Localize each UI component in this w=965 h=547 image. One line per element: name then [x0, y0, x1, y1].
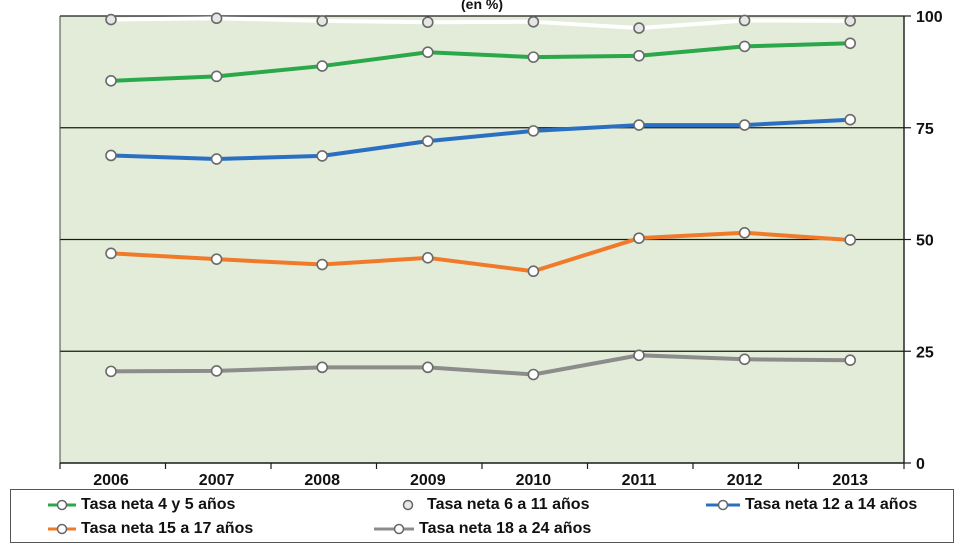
data-point-s2-2006 [105, 149, 117, 162]
legend-item-6-11: Tasa neta 6 a 11 años [393, 493, 589, 517]
data-point-s2-2012 [738, 119, 751, 131]
data-point-s0-2008 [316, 60, 329, 72]
x-tick-label-2007: 2007 [199, 472, 235, 489]
series-line-1 [109, 16, 853, 31]
data-point-s1-2006 [105, 13, 117, 26]
data-point-s0-2010 [527, 51, 540, 63]
data-point-s3-2010 [527, 265, 540, 278]
data-point-s2-2013 [844, 113, 857, 126]
series-line-4 [109, 353, 853, 377]
x-tick-label-2009: 2009 [410, 472, 446, 489]
legend-label-4-5: Tasa neta 4 y 5 años [81, 496, 236, 513]
data-point-s1-2007 [210, 12, 223, 25]
series-line-2 [109, 117, 853, 162]
legend-item-18-24: Tasa neta 18 a 24 años [373, 517, 591, 541]
x-tick-label-2012: 2012 [727, 472, 763, 489]
data-point-s4-2006 [105, 365, 117, 378]
data-point-s4-2008 [316, 361, 329, 374]
data-point-s4-2013 [844, 354, 857, 366]
data-point-s1-2012 [738, 14, 751, 27]
x-tick-label-2008: 2008 [304, 472, 340, 489]
legend-swatch-6-11 [402, 499, 414, 511]
data-point-s3-2008 [316, 258, 329, 271]
series-line-0 [109, 41, 853, 83]
data-point-s2-2010 [527, 125, 540, 137]
legend-swatch-4-5 [48, 499, 76, 511]
legend-item-12-14: Tasa neta 12 a 14 años [705, 493, 917, 517]
data-point-s2-2007 [210, 153, 223, 165]
chart-title-fragment: (en %) [461, 0, 503, 12]
data-point-s2-2011 [633, 119, 645, 131]
y-tick-label-75: 75 [916, 121, 934, 138]
data-point-s4-2011 [633, 349, 645, 362]
y-tick-label-0: 0 [916, 456, 925, 473]
series-line-3 [109, 230, 853, 274]
line-chart: (en %) 0 25 50 75 100 2006 2007 2008 2009 2010 201… [59, 0, 943, 489]
data-point-s3-2011 [633, 232, 645, 244]
data-point-s1-2010 [527, 16, 540, 28]
data-point-s3-2006 [105, 247, 117, 260]
data-point-s0-2012 [738, 40, 751, 53]
legend-label-6-11: Tasa neta 6 a 11 años [427, 496, 590, 513]
data-point-s1-2008 [316, 15, 329, 27]
data-point-s0-2011 [633, 49, 645, 62]
data-point-s3-2007 [210, 253, 223, 265]
data-point-s2-2008 [316, 150, 329, 162]
data-point-s3-2013 [844, 234, 857, 246]
data-point-s0-2006 [105, 75, 117, 87]
data-point-s0-2007 [210, 70, 223, 83]
x-tick-label-2011: 2011 [622, 472, 657, 489]
legend-label-18-24: Tasa neta 18 a 24 años [419, 520, 592, 537]
x-tick-label-2006: 2006 [93, 472, 129, 489]
legend-label-15-17: Tasa neta 15 a 17 años [81, 520, 254, 537]
legend-label-12-14: Tasa neta 12 a 14 años [745, 496, 918, 513]
data-point-s1-2009 [421, 16, 434, 29]
y-tick-label-25: 25 [916, 344, 934, 361]
data-point-s4-2009 [421, 361, 434, 374]
data-point-s1-2013 [844, 15, 857, 27]
data-point-s3-2012 [738, 226, 751, 239]
x-tick-label-2013: 2013 [832, 472, 868, 489]
data-point-s4-2007 [210, 365, 223, 377]
legend-swatch-18-24 [374, 523, 414, 535]
legend-item-15-17: Tasa neta 15 a 17 años [47, 517, 253, 541]
data-point-s0-2009 [421, 46, 434, 59]
legend-item-4-5: Tasa neta 4 y 5 años [47, 493, 235, 517]
x-tick-label-2010: 2010 [516, 472, 552, 489]
data-point-s2-2009 [421, 135, 434, 147]
legend-swatch-15-17 [48, 523, 76, 535]
data-point-s1-2011 [633, 22, 645, 34]
legend-swatch-12-14 [706, 499, 740, 511]
data-point-s0-2013 [844, 37, 857, 50]
chart-legend: Tasa neta 4 y 5 años Tasa neta 6 a 11 añ… [10, 489, 954, 543]
data-point-s4-2010 [527, 368, 540, 381]
data-point-s3-2009 [421, 252, 434, 264]
y-tick-label-100: 100 [916, 9, 943, 26]
y-tick-label-50: 50 [916, 233, 934, 250]
data-point-s4-2012 [738, 353, 751, 366]
